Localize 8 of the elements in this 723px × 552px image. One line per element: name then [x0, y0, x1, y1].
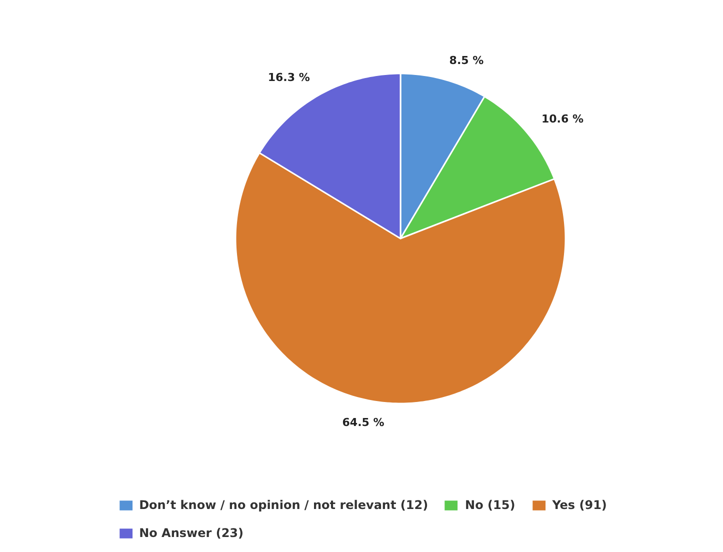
legend-label: No (15): [465, 498, 516, 512]
legend-label: No Answer (23): [139, 526, 244, 540]
data-label: 16.3 %: [268, 70, 310, 84]
data-label: 8.5 %: [449, 54, 484, 67]
legend-label: Don’t know / no opinion / not relevant (12): [139, 498, 428, 512]
legend-label: Yes (91): [552, 498, 607, 512]
data-label: 64.5 %: [342, 416, 384, 430]
data-label: 10.6 %: [542, 112, 584, 126]
